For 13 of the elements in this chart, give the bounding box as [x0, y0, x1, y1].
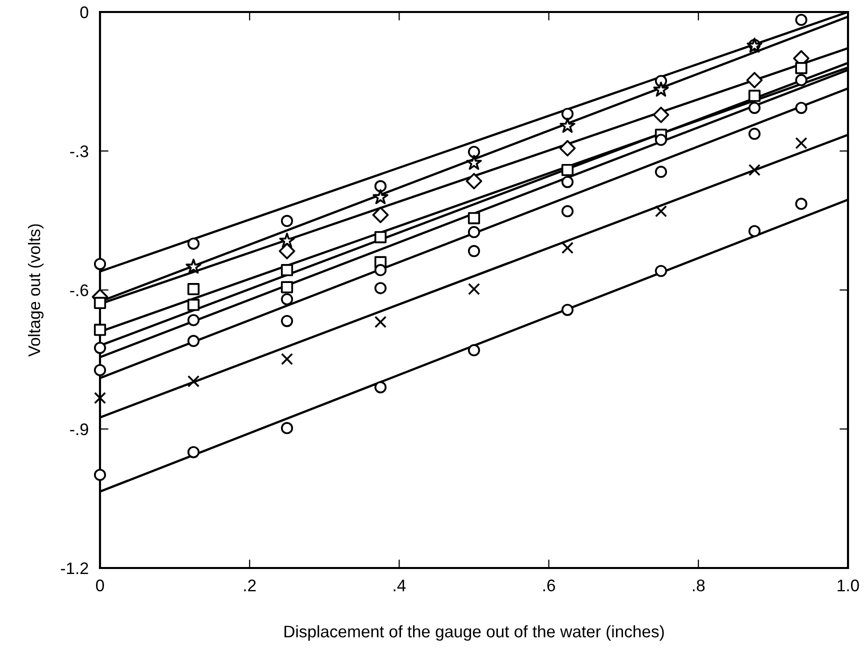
x-tick-label: .6: [543, 580, 556, 592]
x-tick-label: .8: [692, 580, 705, 592]
x-tick-label: .2: [244, 580, 256, 592]
y-axis-title: Voltage out (volts): [28, 224, 44, 357]
y-tick-label: -.3: [70, 145, 88, 158]
y-tick-label: -1.2: [60, 562, 88, 574]
x-tick-label: 1.0: [838, 580, 859, 592]
y-tick-label: -.6: [70, 284, 88, 296]
x-axis-title: Displacement of the gauge out of the water (inches): [284, 625, 664, 641]
y-tick-label: -.9: [70, 423, 88, 436]
x-tick-label: 0: [96, 580, 104, 592]
y-tick-label: 0: [80, 6, 88, 18]
x-tick-label: .4: [394, 580, 406, 592]
